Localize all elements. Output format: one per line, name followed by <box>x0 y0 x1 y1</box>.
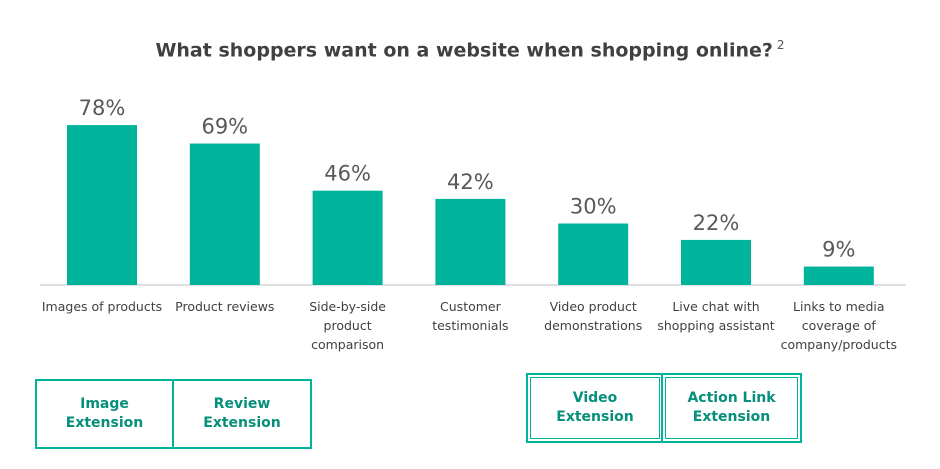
category-label: Product reviews <box>175 299 274 314</box>
data-label: 30% <box>570 195 617 219</box>
bar <box>803 266 874 285</box>
bar <box>558 223 629 285</box>
data-label: 42% <box>447 170 494 194</box>
action-link-extension-box: Action Link Extension <box>661 373 802 443</box>
category-label: Customer testimonials <box>432 299 508 333</box>
image-extension-box: Image Extension <box>35 379 174 449</box>
bar <box>681 239 751 285</box>
category-label: Links to media coverage of company/product… <box>781 299 897 352</box>
chart-title-text: What shoppers want on a website when sho… <box>155 39 773 62</box>
category-label: Live chat with shopping assistant <box>657 299 774 333</box>
data-label: 22% <box>693 211 740 235</box>
video-extension-box: Video Extension <box>526 373 664 443</box>
bar <box>189 143 260 285</box>
bar <box>312 190 383 285</box>
bar <box>67 125 137 285</box>
data-label: 78% <box>79 96 126 120</box>
data-label: 9% <box>822 238 855 262</box>
data-label: 69% <box>201 115 248 139</box>
category-label: Images of products <box>42 299 162 314</box>
footnote-marker: 2 <box>776 38 785 52</box>
category-label: Video product demonstrations <box>544 299 642 333</box>
chart-title: What shoppers want on a website when sho… <box>0 38 940 61</box>
review-extension-box: Review Extension <box>172 379 312 449</box>
bar <box>435 198 506 285</box>
category-label: Side-by-side product comparison <box>309 299 386 352</box>
data-label: 46% <box>324 162 371 186</box>
